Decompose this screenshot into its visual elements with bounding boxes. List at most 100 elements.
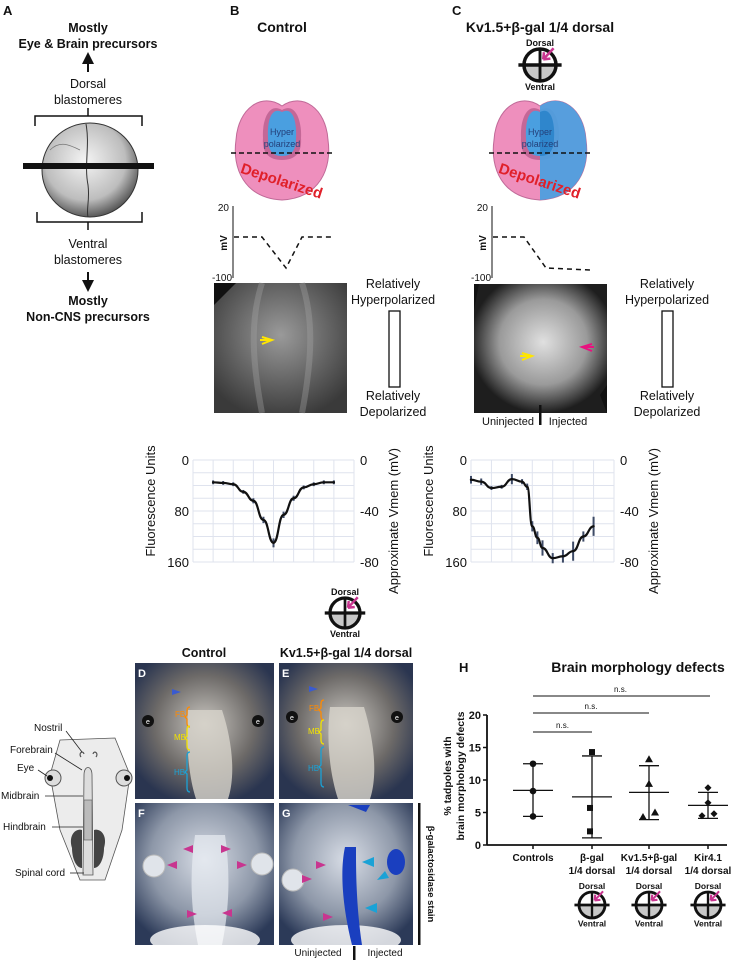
data-point	[292, 497, 295, 500]
photo-g: G	[279, 803, 413, 955]
magenta-arrow-icon	[578, 343, 594, 352]
dorsal-label: Dorsal	[636, 881, 662, 891]
y-tick-label: 10	[469, 775, 481, 787]
schematic-label-spinal-cord: Spinal cord	[15, 868, 65, 879]
bottom-brace	[36, 212, 143, 230]
fluorescence-image-c	[474, 284, 607, 425]
data-point	[322, 481, 326, 484]
orientation-icon-h: Dorsal Ventral	[690, 881, 726, 929]
data-point	[480, 480, 483, 483]
data-point	[531, 525, 534, 528]
schematic-label-nostril: Nostril	[34, 723, 62, 734]
legend-top-line2: Hyperpolarized	[625, 293, 709, 307]
data-point	[582, 535, 585, 538]
uninjected-label-g: Uninjected	[294, 948, 341, 959]
panel-c-title: Kv1.5+β-gal 1/4 dorsal	[466, 19, 614, 35]
data-point	[469, 478, 473, 481]
injection-arrow-icon	[650, 890, 661, 902]
y-axis-label-line2: brain morphology defects	[455, 711, 467, 840]
data-point	[525, 485, 529, 488]
stain-blue-region	[342, 847, 362, 945]
yellow-arrow-icon	[260, 336, 276, 345]
ventral-blastomeres-line1: Ventral	[69, 237, 108, 251]
data-point	[332, 481, 336, 484]
mb-label: MB	[174, 733, 186, 742]
dorsal-label: Dorsal	[695, 881, 721, 891]
yellow-arrow-icon	[520, 352, 536, 361]
y-tick-label-right: -80	[620, 555, 639, 570]
category-label-line2: 1/4 dorsal	[626, 866, 673, 877]
control-title: Control	[182, 646, 226, 660]
data-point	[302, 486, 305, 489]
injection-arrow-icon	[593, 890, 604, 902]
panel-a-top-line2: Eye & Brain precursors	[19, 37, 158, 51]
orientation-icon-c: Dorsal Ventral	[518, 38, 562, 92]
data-point	[211, 481, 215, 484]
orientation-icon-h: Dorsal Ventral	[574, 881, 610, 929]
ventral-label: Ventral	[525, 82, 555, 92]
data-point	[520, 480, 524, 483]
dorsal-label: Dorsal	[331, 587, 359, 597]
data-point	[551, 556, 554, 560]
fluorescence-profile-chart-b: 0 80 160 0 -40 -80 Fluorescence Units Approxima…	[143, 445, 401, 594]
panel-label-a: A	[3, 3, 13, 18]
data-point-triangle	[651, 808, 659, 816]
orientation-icon-dg: Dorsal Ventral	[324, 587, 366, 639]
hb-label: HB	[308, 764, 319, 773]
category-label-line1: β-gal	[580, 853, 604, 864]
legend-top-line2: Hyperpolarized	[351, 293, 435, 307]
fluorescence-image-b	[214, 282, 347, 414]
chart-title: Brain morphology defects	[551, 659, 725, 675]
injection-arrow-icon	[541, 47, 555, 61]
panel-label-d: D	[138, 668, 146, 680]
scale-legend-b: Relatively Hyperpolarized Relatively Dep…	[351, 277, 435, 419]
scale-legend-c: Relatively Hyperpolarized Relatively Dep…	[625, 277, 709, 419]
panel-c: C Kv1.5+β-gal 1/4 dorsal Dorsal Ventral H…	[452, 3, 709, 428]
category-label-line1: Kv1.5+β-gal	[621, 853, 678, 864]
significance-label: n.s.	[614, 685, 627, 694]
injection-arrow-icon	[709, 890, 720, 902]
data-point	[500, 485, 503, 488]
blue-arrowhead-icon	[172, 689, 181, 695]
schematic-label-hindbrain: Hindbrain	[3, 822, 46, 833]
legend-bottom-line2: Depolarized	[634, 405, 701, 419]
kv-title: Kv1.5+β-gal 1/4 dorsal	[280, 646, 412, 660]
embryo-drawing	[41, 122, 139, 218]
dorsal-label: Dorsal	[526, 38, 554, 48]
fb-label: FB	[309, 704, 319, 713]
data-point	[592, 525, 595, 528]
data-point	[232, 483, 235, 486]
panel-a: A Mostly Eye & Brain precursors Dorsal b…	[3, 3, 158, 324]
y-tick-label: 160	[167, 555, 189, 570]
panel-label-g: G	[282, 808, 291, 820]
legend-bottom-line2: Depolarized	[360, 405, 427, 419]
schematic-label-forebrain: Forebrain	[10, 745, 53, 756]
fluorescence-profile-chart-c: 0 80 160 0 -40 -80 Fluorescence Units Approxima…	[421, 445, 661, 594]
data-point	[252, 499, 255, 502]
panel-label-f: F	[138, 808, 145, 820]
y-tick-label-right: 0	[620, 453, 627, 468]
data-point	[571, 549, 575, 553]
eye-label: e	[256, 719, 260, 726]
y-tick-label: 80	[453, 504, 467, 519]
injection-divider-g	[353, 946, 356, 960]
eye-label: e	[290, 715, 294, 722]
data-point	[510, 477, 514, 481]
data-point	[272, 541, 275, 545]
hyperpolarized-label-line1: Hyper	[528, 127, 552, 137]
legend-bottom-line1: Relatively	[366, 389, 421, 403]
top-brace	[34, 108, 143, 126]
panel-a-bottom-line1: Mostly	[68, 294, 108, 308]
hyperpolarized-label-line1: Hyper	[270, 127, 294, 137]
category-label-line2: 1/4 dorsal	[569, 866, 616, 877]
data-point-triangle	[645, 779, 653, 787]
photo-f: F	[135, 803, 274, 955]
mv-axis-label: mV	[478, 235, 489, 251]
panel-label-b: B	[230, 3, 239, 18]
photo-d: e e FB MB HB D	[135, 663, 274, 799]
hyperpolarized-label-line2: polarized	[522, 139, 559, 149]
tadpole-schematic: Nostril Forebrain Eye Midbrain Hindbrain…	[1, 723, 133, 881]
injection-arrow-icon	[346, 596, 359, 609]
category-label-line2: 1/4 dorsal	[685, 866, 732, 877]
panel-label-c: C	[452, 3, 462, 18]
